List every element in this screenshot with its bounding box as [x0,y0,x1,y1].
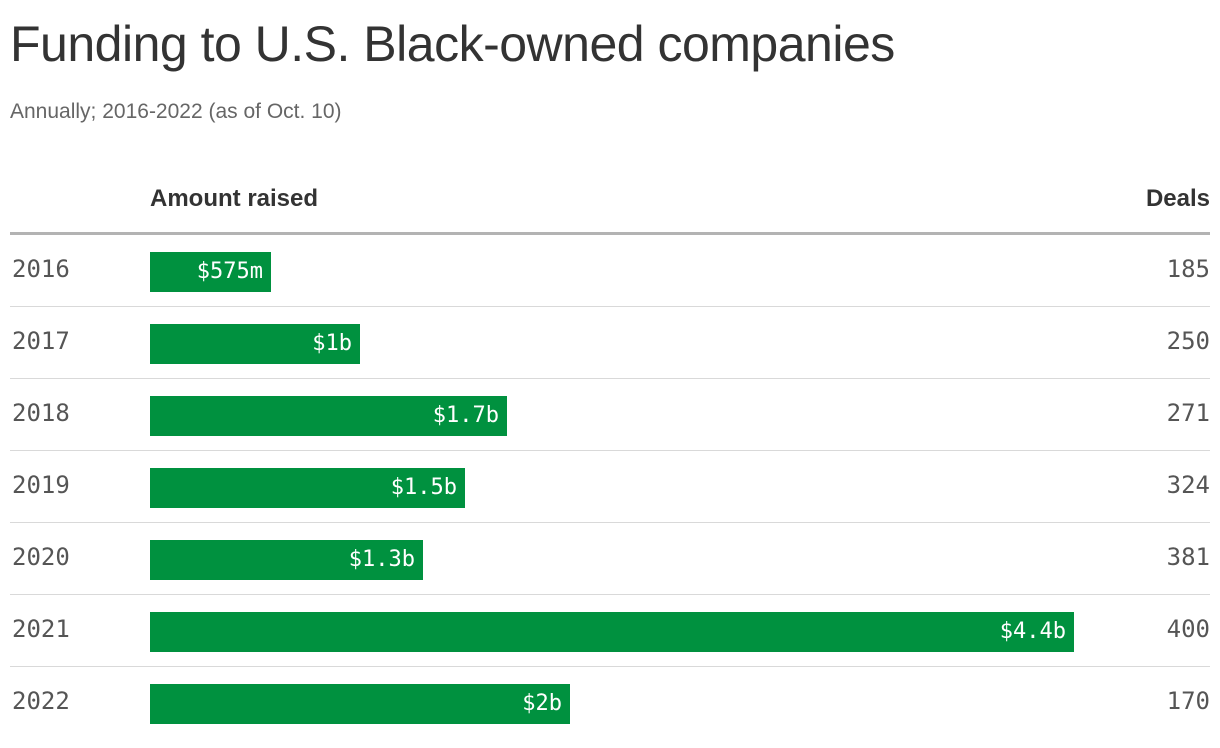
amount-label: $1.7b [432,403,499,428]
chart-row: 2018 $1.7b 271 [0,379,1220,451]
amount-label: $2b [522,691,562,716]
year-label: 2020 [12,543,70,571]
deals-value: 400 [1166,615,1210,643]
amount-bar: $2b [150,684,570,724]
year-label: 2021 [12,615,70,643]
chart-row: 2017 $1b 250 [0,307,1220,379]
amount-label: $1.3b [348,547,415,572]
amount-bar: $1.3b [150,540,423,580]
amount-label: $4.4b [999,619,1066,644]
chart-row: 2021 $4.4b 400 [0,595,1220,667]
row-divider [10,666,1210,667]
deals-value: 170 [1166,687,1210,715]
chart-row: 2022 $2b 170 [0,667,1220,739]
chart-row: 2020 $1.3b 381 [0,523,1220,595]
amount-bar: $1.5b [150,468,465,508]
row-divider [10,594,1210,595]
amount-label: $575m [196,259,263,284]
deals-value: 381 [1166,543,1210,571]
year-label: 2016 [12,255,70,283]
chart-title: Funding to U.S. Black-owned companies [10,16,895,72]
amount-bar: $1.7b [150,396,507,436]
year-label: 2022 [12,687,70,715]
year-label: 2017 [12,327,70,355]
header-divider [10,232,1210,235]
amount-label: $1.5b [390,475,457,500]
column-header-amount: Amount raised [150,185,319,212]
year-label: 2018 [12,399,70,427]
row-divider [10,450,1210,451]
amount-bar: $1b [150,324,360,364]
deals-value: 250 [1166,327,1210,355]
deals-value: 324 [1166,471,1210,499]
chart-row: 2019 $1.5b 324 [0,451,1220,523]
chart-subtitle: Annually; 2016-2022 (as of Oct. 10) [10,100,342,123]
column-header-deals: Deals [1145,185,1210,212]
row-divider [10,378,1210,379]
chart-row: 2016 $575m 185 [0,235,1220,307]
amount-bar: $575m [150,252,271,292]
year-label: 2019 [12,471,70,499]
row-divider [10,306,1210,307]
amount-label: $1b [312,331,352,356]
deals-value: 185 [1166,255,1210,283]
row-divider [10,522,1210,523]
deals-value: 271 [1166,399,1210,427]
amount-bar: $4.4b [150,612,1074,652]
